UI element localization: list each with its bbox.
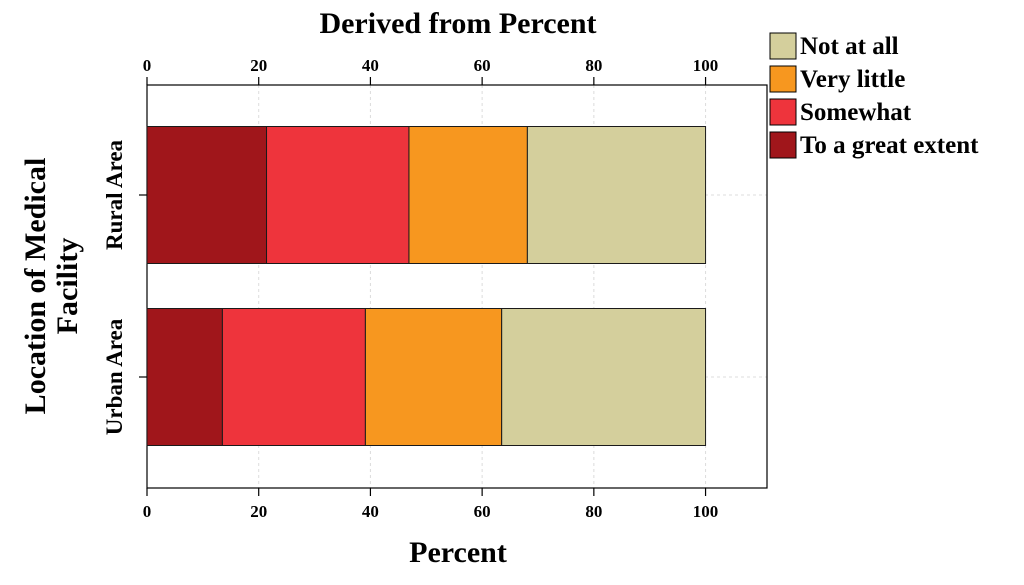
legend-swatch [769, 131, 797, 159]
chart-title: Derived from Percent [319, 7, 596, 40]
x-tick-label: 80 [585, 502, 602, 521]
x-tick-label: 60 [474, 502, 491, 521]
y-axis-label-line: Facility [51, 238, 84, 335]
bars [146, 126, 707, 446]
legend-swatch [769, 98, 797, 126]
legend-swatch [769, 65, 797, 93]
bar-segment [364, 308, 503, 446]
y-category-label: Urban Area [102, 318, 127, 435]
x-tick-label-top: 0 [143, 56, 152, 75]
bar-segment [526, 126, 707, 264]
legend-label: Somewhat [800, 99, 912, 126]
x-tick-label: 20 [250, 502, 267, 521]
plot-frame [146, 84, 768, 489]
x-tick-label-top: 40 [362, 56, 379, 75]
legend-label: To a great extent [800, 132, 979, 159]
x-tick-label: 40 [362, 502, 379, 521]
legend-label: Not at all [800, 33, 899, 60]
x-tick-label: 0 [143, 502, 152, 521]
bar-segment [146, 126, 268, 264]
legend-label: Very little [800, 66, 905, 93]
y-axis-label: Location of MedicalFacility [19, 158, 84, 415]
x-tick-label-top: 100 [693, 56, 719, 75]
x-axis-label: Percent [409, 536, 507, 569]
x-tick-label: 100 [693, 502, 719, 521]
bar-segment [501, 308, 707, 446]
bar-segment [221, 308, 366, 446]
x-tick-label-top: 60 [474, 56, 491, 75]
x-tick-label-top: 20 [250, 56, 267, 75]
legend: Not at all Very little Somewhat To a great … [769, 32, 979, 159]
bar-segment [408, 126, 528, 264]
x-tick-label-top: 80 [585, 56, 602, 75]
y-category-label: Rural Area [102, 139, 127, 250]
y-axis-label-line: Location of Medical [19, 158, 52, 415]
legend-swatch [769, 32, 797, 60]
bar-segment [146, 308, 223, 446]
bar-segment [266, 126, 410, 264]
axes: 0 0 20 20 40 40 60 60 80 80 100 100 Rural Area Urban … [102, 56, 718, 521]
